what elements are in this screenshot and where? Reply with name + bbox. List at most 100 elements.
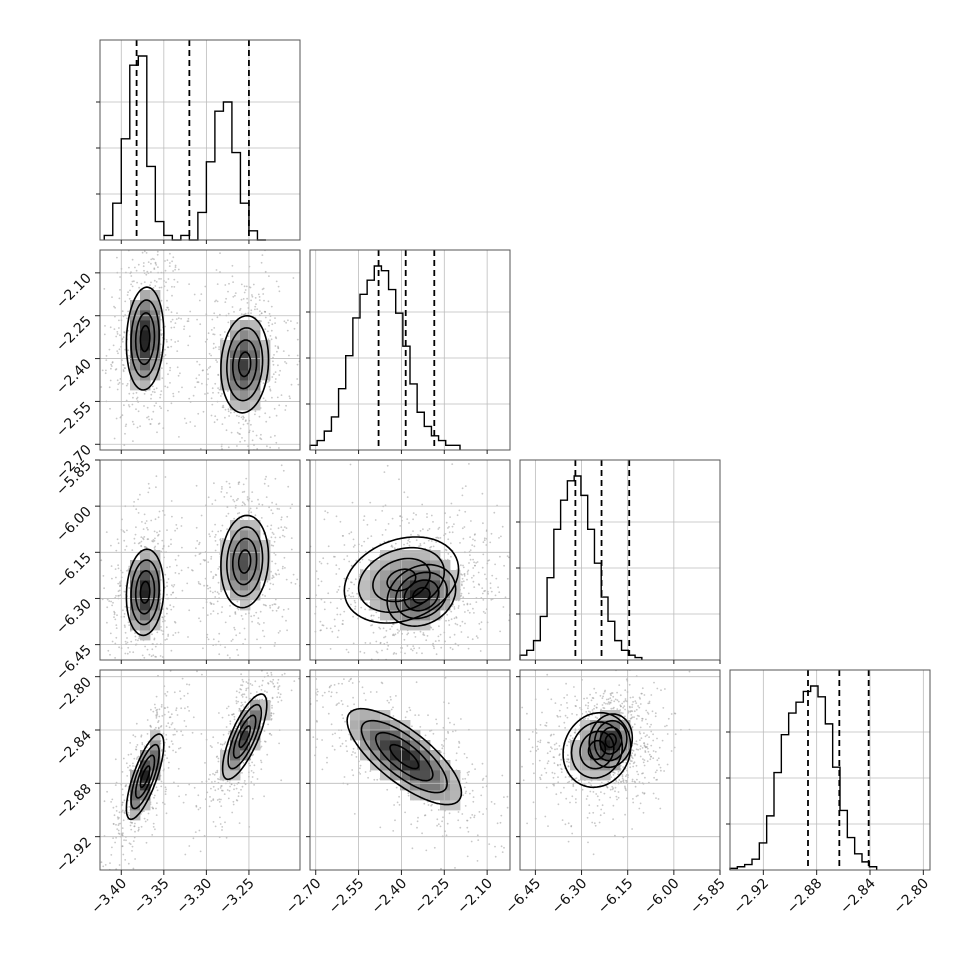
- scatter-point: [363, 515, 366, 518]
- scatter-point: [214, 499, 217, 502]
- scatter-point: [110, 365, 113, 367]
- scatter-point: [195, 377, 198, 380]
- scatter-point: [450, 555, 452, 558]
- scatter-point: [249, 286, 252, 289]
- scatter-point: [157, 727, 160, 730]
- scatter-point: [137, 639, 139, 642]
- scatter-point: [246, 422, 249, 425]
- scatter-point: [572, 785, 575, 788]
- scatter-point: [244, 312, 247, 315]
- scatter-point: [134, 822, 136, 825]
- scatter-point: [290, 537, 293, 539]
- scatter-point: [233, 715, 236, 718]
- scatter-points-layer: [96, 250, 691, 875]
- scatter-point: [560, 791, 562, 794]
- scatter-point: [461, 577, 464, 580]
- scatter-point: [155, 715, 158, 718]
- scatter-point: [140, 813, 142, 815]
- scatter-point: [165, 734, 168, 736]
- scatter-point: [461, 581, 463, 583]
- scatter-point: [449, 542, 452, 545]
- scatter-point: [129, 651, 131, 653]
- scatter-point: [304, 589, 306, 591]
- scatter-point: [473, 545, 476, 548]
- scatter-point: [174, 268, 177, 271]
- scatter-point: [127, 266, 130, 269]
- scatter-point: [158, 510, 161, 513]
- scatter-point: [622, 656, 624, 658]
- scatter-point: [375, 611, 378, 614]
- scatter-point: [165, 725, 168, 727]
- scatter-point: [303, 702, 305, 704]
- scatter-point: [146, 270, 149, 273]
- scatter-point: [511, 873, 513, 875]
- scatter-point: [277, 346, 280, 349]
- scatter-point: [258, 299, 261, 301]
- scatter-point: [160, 785, 163, 788]
- scatter-point: [280, 526, 283, 529]
- scatter-point: [294, 536, 296, 538]
- scatter-point: [285, 527, 288, 529]
- scatter-point: [128, 842, 131, 845]
- scatter-point: [132, 651, 135, 654]
- scatter-point: [653, 681, 655, 684]
- scatter-point: [194, 831, 197, 833]
- scatter-point: [146, 819, 149, 821]
- scatter-point: [224, 331, 226, 333]
- scatter-point: [281, 567, 284, 570]
- scatter-point: [421, 832, 423, 835]
- scatter-point: [111, 296, 113, 298]
- scatter-point: [445, 521, 448, 524]
- scatter-point: [312, 494, 314, 496]
- scatter-point: [363, 540, 366, 543]
- scatter-point: [296, 338, 299, 341]
- scatter-point: [249, 469, 251, 471]
- scatter-point: [117, 582, 120, 585]
- scatter-point: [202, 369, 204, 372]
- scatter-point: [403, 491, 406, 494]
- scatter-point: [390, 698, 392, 701]
- scatter-point: [455, 759, 458, 762]
- scatter-point: [112, 806, 115, 809]
- scatter-point: [233, 718, 236, 721]
- scatter-point: [506, 795, 509, 798]
- scatter-point: [272, 544, 275, 547]
- scatter-point: [502, 606, 505, 608]
- scatter-point: [152, 540, 155, 543]
- scatter-point: [496, 822, 499, 825]
- scatter-point: [255, 611, 258, 614]
- scatter-point: [560, 758, 562, 761]
- scatter-point: [132, 762, 134, 765]
- scatter-point: [345, 648, 348, 651]
- scatter-point: [654, 771, 657, 774]
- scatter-point: [164, 476, 167, 478]
- scatter-point: [524, 856, 526, 858]
- scatter-point: [270, 451, 272, 453]
- scatter-point: [207, 561, 210, 563]
- scatter-point: [218, 801, 221, 803]
- scatter-point: [239, 440, 242, 443]
- scatter-point: [193, 786, 196, 789]
- scatter-point: [249, 764, 251, 767]
- scatter-point: [158, 422, 161, 425]
- scatter-point: [112, 823, 115, 825]
- scatter-point: [341, 742, 344, 745]
- scatter-point: [200, 514, 203, 517]
- scatter-point: [472, 796, 475, 798]
- scatter-point: [514, 833, 516, 835]
- scatter-point: [114, 618, 117, 621]
- scatter-point: [117, 824, 120, 826]
- scatter-point: [174, 572, 177, 574]
- scatter-point: [517, 605, 519, 607]
- scatter-point: [126, 569, 128, 572]
- scatter-point: [96, 293, 98, 295]
- scatter-point: [469, 816, 472, 819]
- scatter-point: [180, 730, 183, 733]
- scatter-point: [243, 490, 246, 493]
- scatter-point: [274, 345, 277, 347]
- scatter-point: [170, 338, 173, 341]
- scatter-point: [171, 285, 173, 288]
- scatter-point: [171, 722, 174, 724]
- scatter-point: [211, 387, 214, 390]
- scatter-point: [220, 529, 222, 532]
